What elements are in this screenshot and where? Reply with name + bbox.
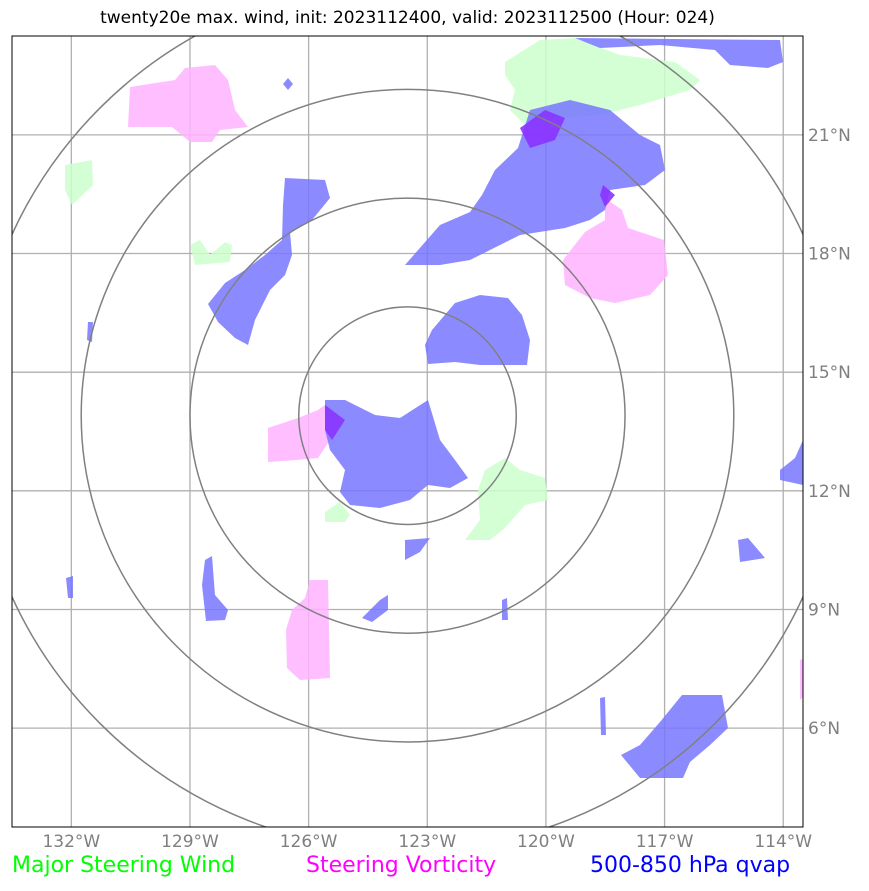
legend-steering-vorticity: Steering Vorticity: [306, 853, 497, 878]
vorticity-area: [286, 580, 330, 680]
steering-vorticity-layer: [128, 65, 803, 700]
range-ring: [297, 306, 518, 526]
qvap-area: [600, 697, 606, 735]
vorticity-area: [800, 658, 803, 700]
overlap-area: [325, 405, 345, 440]
qvap-area: [208, 178, 330, 345]
qvap-area: [780, 440, 803, 485]
qvap-area: [265, 262, 270, 282]
vorticity-area: [268, 405, 330, 462]
qvap-area: [283, 78, 293, 90]
lon-tick-label: 126°W: [280, 832, 338, 852]
vorticity-area: [563, 198, 668, 303]
qvap-area: [738, 538, 765, 562]
qvap-area: [362, 595, 388, 622]
qvap-area: [405, 100, 665, 265]
axis-ticks: 132°W 129°W 126°W 123°W 120°W 117°W 114°W 6°N 9°…: [42, 126, 850, 852]
legend-steering-wind: Major Steering Wind: [12, 853, 236, 878]
lat-tick-label: 6°N: [808, 719, 840, 739]
qvap-layer: [66, 38, 803, 778]
wind-area: [505, 38, 700, 125]
vorticity-area: [128, 65, 248, 142]
qvap-area: [575, 38, 783, 68]
range-rings: [12, 36, 803, 827]
qvap-area: [425, 295, 530, 365]
lon-tick-label: 120°W: [517, 832, 575, 852]
lat-tick-label: 21°N: [808, 126, 851, 146]
wind-area: [65, 160, 93, 205]
legend-qvap: 500-850 hPa qvap: [590, 853, 791, 878]
lon-tick-label: 123°W: [398, 832, 456, 852]
range-ring: [189, 197, 626, 634]
overlap-area: [600, 185, 615, 207]
lat-tick-label: 18°N: [808, 245, 851, 265]
lat-tick-label: 12°N: [808, 482, 851, 502]
lon-tick-label: 114°W: [754, 832, 812, 852]
qvap-area: [405, 538, 430, 560]
qvap-area: [66, 576, 73, 598]
overlap-layer: [325, 110, 615, 440]
qvap-area: [502, 598, 508, 620]
map-title: twenty20e max. wind, init: 2023112400, v…: [100, 8, 715, 28]
qvap-area: [202, 556, 228, 621]
map-frame: [11, 35, 804, 828]
lon-tick-label: 132°W: [42, 832, 100, 852]
lon-tick-label: 117°W: [636, 832, 694, 852]
qvap-area: [325, 400, 468, 508]
range-ring: [80, 88, 735, 743]
wind-area: [190, 240, 232, 265]
lat-tick-label: 15°N: [808, 363, 851, 383]
wind-area: [325, 502, 350, 522]
steering-wind-layer: [65, 38, 700, 540]
qvap-area: [621, 695, 728, 778]
overlap-area: [520, 110, 565, 148]
lat-tick-label: 9°N: [808, 600, 840, 620]
lon-tick-label: 129°W: [161, 832, 219, 852]
wind-area: [465, 458, 548, 540]
